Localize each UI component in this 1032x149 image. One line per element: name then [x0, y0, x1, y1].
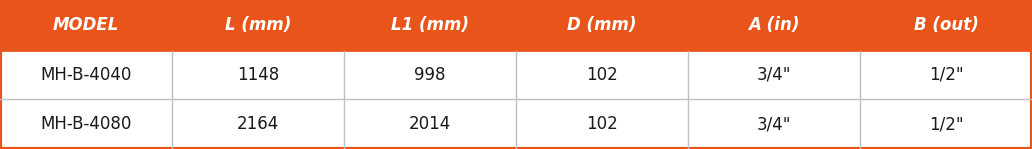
Text: 3/4": 3/4" [756, 115, 792, 133]
Text: 102: 102 [586, 115, 618, 133]
Bar [0, 99, 172, 149]
Bar [516, 0, 688, 50]
Text: B (out): B (out) [913, 16, 978, 34]
Bar [860, 0, 1032, 50]
Text: L1 (mm): L1 (mm) [391, 16, 470, 34]
Text: MODEL: MODEL [53, 16, 120, 34]
Text: 3/4": 3/4" [756, 66, 792, 83]
Text: 1/2": 1/2" [929, 115, 964, 133]
Bar [516, 99, 688, 149]
Bar [172, 50, 344, 99]
Bar [688, 50, 860, 99]
Bar [0, 50, 172, 99]
Text: MH-B-4040: MH-B-4040 [40, 66, 132, 83]
Bar [688, 0, 860, 50]
Bar [172, 99, 344, 149]
Bar [516, 50, 688, 99]
Text: A (in): A (in) [748, 16, 800, 34]
Bar [0, 0, 172, 50]
Text: 102: 102 [586, 66, 618, 83]
Bar [172, 0, 344, 50]
Bar [688, 99, 860, 149]
Text: 2164: 2164 [237, 115, 280, 133]
Text: 2014: 2014 [409, 115, 451, 133]
Text: 1148: 1148 [237, 66, 280, 83]
Text: MH-B-4080: MH-B-4080 [40, 115, 132, 133]
Text: D (mm): D (mm) [568, 16, 637, 34]
Bar [344, 50, 516, 99]
Text: 998: 998 [414, 66, 446, 83]
Text: L (mm): L (mm) [225, 16, 291, 34]
Bar [860, 50, 1032, 99]
Bar [344, 99, 516, 149]
Bar [344, 0, 516, 50]
Bar [860, 99, 1032, 149]
Text: 1/2": 1/2" [929, 66, 964, 83]
